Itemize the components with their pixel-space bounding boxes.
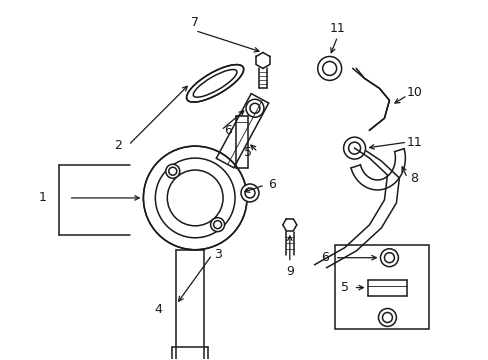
Circle shape bbox=[322, 62, 336, 75]
Circle shape bbox=[378, 309, 396, 327]
Text: 3: 3 bbox=[214, 248, 222, 261]
Text: 4: 4 bbox=[154, 303, 162, 316]
Text: 5: 5 bbox=[244, 145, 251, 159]
Text: 9: 9 bbox=[285, 265, 293, 278]
Circle shape bbox=[210, 218, 224, 231]
Text: 10: 10 bbox=[406, 86, 422, 99]
Circle shape bbox=[343, 137, 365, 159]
Text: 2: 2 bbox=[114, 139, 122, 152]
Text: 11: 11 bbox=[406, 136, 421, 149]
Circle shape bbox=[168, 167, 176, 175]
Circle shape bbox=[165, 164, 180, 178]
Text: 6: 6 bbox=[320, 251, 328, 264]
Circle shape bbox=[245, 99, 264, 117]
Bar bbox=[334, 245, 428, 329]
Circle shape bbox=[348, 142, 360, 154]
Text: 11: 11 bbox=[329, 22, 345, 35]
Circle shape bbox=[143, 146, 246, 250]
Circle shape bbox=[380, 249, 398, 267]
Circle shape bbox=[213, 221, 221, 229]
Text: 5: 5 bbox=[340, 281, 348, 294]
Text: 6: 6 bbox=[267, 179, 275, 192]
Circle shape bbox=[249, 103, 260, 113]
Text: 8: 8 bbox=[409, 171, 418, 185]
Circle shape bbox=[317, 57, 341, 80]
Text: 7: 7 bbox=[191, 16, 199, 29]
Circle shape bbox=[382, 312, 392, 323]
Circle shape bbox=[244, 188, 254, 198]
Circle shape bbox=[384, 253, 394, 263]
Circle shape bbox=[241, 184, 259, 202]
Text: 1: 1 bbox=[39, 192, 47, 204]
Ellipse shape bbox=[186, 64, 243, 102]
Text: 6: 6 bbox=[224, 124, 231, 137]
